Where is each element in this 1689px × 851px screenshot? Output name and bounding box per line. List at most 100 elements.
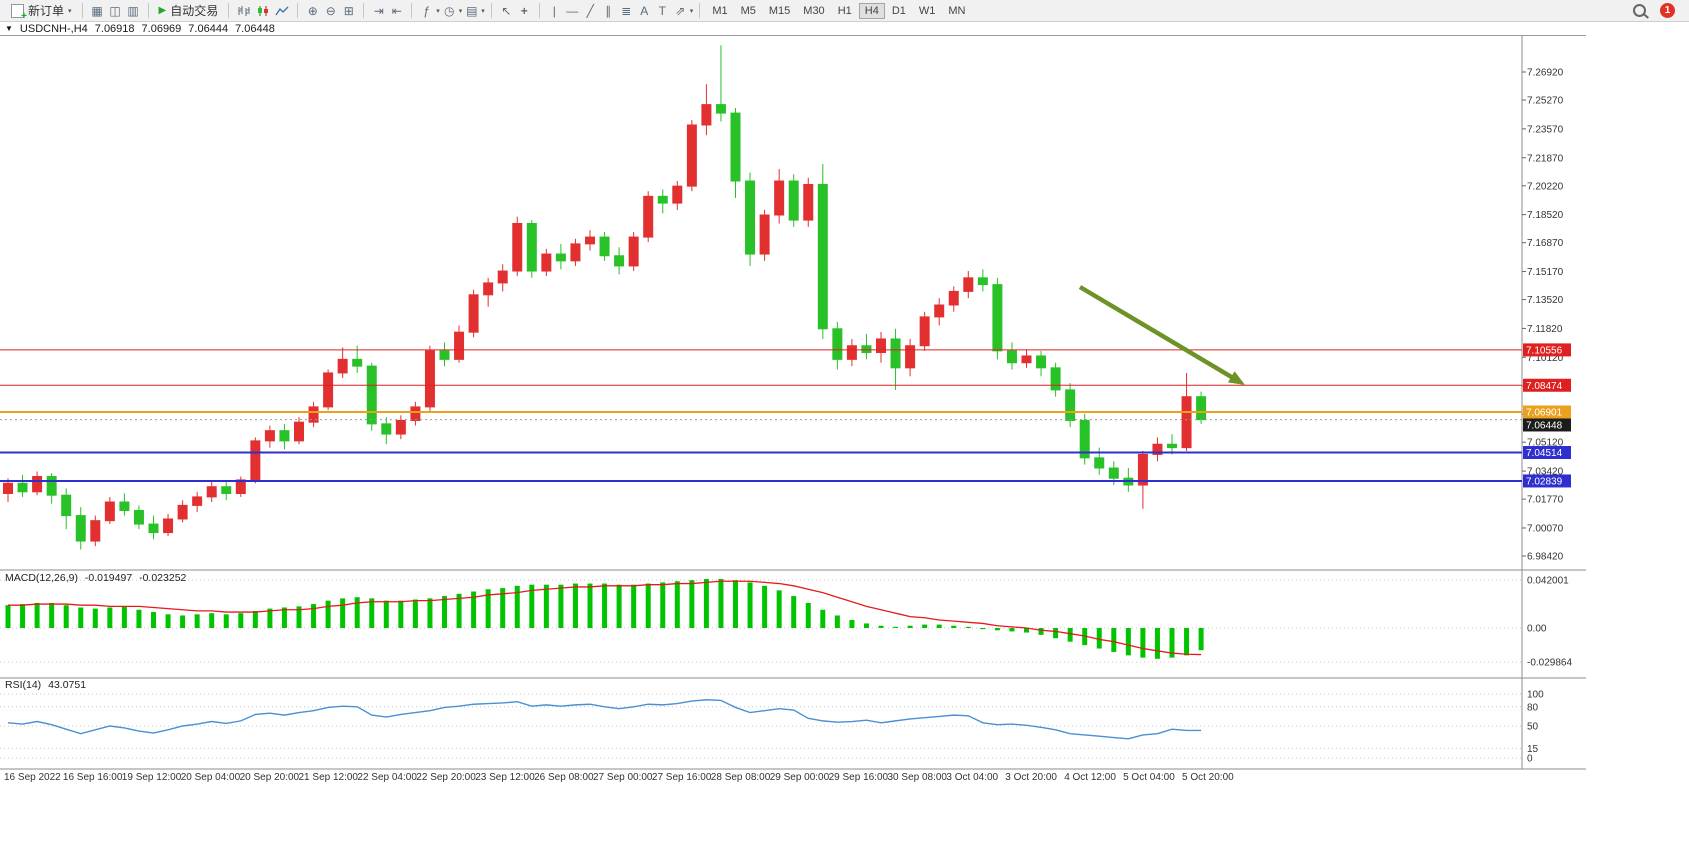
timeframe-m30[interactable]: M30 [803, 4, 825, 17]
line-chart-icon[interactable] [275, 5, 289, 17]
axis-date-label: 27 Sep 16:00 [652, 772, 712, 783]
macd-histogram-bar [616, 584, 622, 628]
text-icon[interactable]: A [640, 3, 649, 18]
indicators-icon[interactable]: ƒ [423, 3, 431, 18]
toolbar-separator [411, 3, 413, 18]
data-window-icon[interactable]: ▥ [127, 3, 139, 18]
macd-histogram-bar [1169, 628, 1175, 658]
macd-histogram-bar [223, 614, 229, 628]
timeframe-h4[interactable]: H4 [858, 2, 885, 19]
axis-date-label: 30 Sep 08:00 [888, 772, 948, 783]
collapse-panel-arrow-icon[interactable]: ▼ [5, 24, 13, 33]
macd-histogram-bar [733, 580, 738, 628]
macd-histogram-bar [340, 598, 346, 628]
axis-date-label: 22 Sep 20:00 [416, 772, 476, 783]
tile-windows-icon[interactable]: ⊞ [343, 3, 354, 18]
chevron-down-icon[interactable]: ▾ [481, 7, 485, 15]
horizontal-line-icon[interactable]: — [566, 3, 579, 18]
chart-shift-icon[interactable]: ⇤ [391, 3, 402, 18]
candle-body [352, 358, 363, 367]
auto-trading-button[interactable]: ▶ 自动交易 [155, 1, 223, 20]
macd-histogram-bar [500, 588, 506, 628]
vertical-line-icon[interactable]: | [552, 3, 556, 18]
price-tag [1523, 474, 1571, 488]
zoom-in-icon[interactable]: ⊕ [307, 3, 318, 18]
trend-arrow[interactable] [1078, 285, 1240, 383]
macd-histogram-bar [252, 610, 258, 628]
candlestick-chart-icon[interactable] [256, 5, 270, 17]
macd-histogram-bar [180, 615, 186, 628]
axis-date-label: 26 Sep 08:00 [534, 772, 594, 783]
timeframe-m15[interactable]: M15 [768, 4, 791, 17]
macd-histogram-bar [834, 615, 840, 628]
charts-icon[interactable]: ▦ [91, 3, 103, 18]
candle-body [1036, 355, 1047, 369]
timeframe-w1[interactable]: W1 [918, 4, 936, 17]
axis-date-label: 23 Sep 12:00 [475, 772, 535, 783]
macd-histogram-bar [427, 598, 433, 628]
macd-histogram-bar [805, 602, 811, 628]
new-order-button[interactable]: 新订单 ▾ [7, 1, 76, 22]
chevron-down-icon[interactable]: ▾ [458, 7, 463, 15]
axis-price-label: 7.01770 [1527, 495, 1564, 506]
timeframe-m1[interactable]: M1 [712, 4, 728, 17]
candle-body [90, 520, 101, 542]
price-tag [1523, 418, 1571, 432]
trendline-icon[interactable]: ╱ [586, 3, 594, 18]
macd-histogram-bar [602, 583, 608, 628]
crosshair-icon[interactable]: + [520, 3, 528, 18]
macd-histogram-bar [674, 581, 680, 628]
macd-histogram-bar [543, 584, 549, 628]
macd-histogram-bar [791, 596, 797, 628]
candle-body [861, 345, 872, 354]
macd-histogram-bar [762, 585, 768, 628]
trend-arrow-head[interactable] [1227, 371, 1245, 385]
auto-scroll-icon[interactable]: ⇥ [373, 3, 384, 18]
fibonacci-icon[interactable]: ≣ [621, 3, 632, 18]
text-label-icon[interactable]: T [658, 3, 666, 18]
zoom-out-icon[interactable]: ⊖ [325, 3, 336, 18]
candle-body [846, 345, 857, 360]
timeframe-h1[interactable]: H1 [837, 4, 852, 17]
chevron-down-icon[interactable]: ▾ [436, 7, 440, 15]
candle-body [177, 504, 188, 520]
search-icon[interactable] [1633, 4, 1646, 17]
toolbar-separator [363, 3, 365, 18]
candle-body [424, 350, 435, 408]
price-tag-label: 7.06448 [1526, 420, 1563, 431]
candle-body [832, 328, 843, 360]
bar-chart-icon[interactable] [237, 5, 251, 17]
candle-body [788, 180, 799, 221]
main-toolbar: 新订单 ▾ ▦ ◫ ▥ ▶ 自动交易 [0, 0, 1689, 22]
candle-body [1108, 467, 1119, 479]
cursor-icon[interactable]: ↖ [501, 3, 512, 18]
candle-body [308, 406, 319, 423]
templates-icon[interactable]: ▤ [466, 3, 478, 18]
timeframe-mn[interactable]: MN [948, 4, 966, 17]
chevron-down-icon[interactable]: ▾ [689, 7, 694, 15]
timeframe-d1[interactable]: D1 [891, 4, 906, 17]
macd-histogram-bar [529, 584, 535, 628]
auto-trading-label: 自动交易 [170, 4, 219, 18]
axis-rsi-label: 50 [1527, 722, 1539, 733]
candle-body [759, 214, 770, 255]
candle-body [32, 476, 43, 493]
macd-histogram-bar [20, 604, 26, 628]
arrows-shapes-icon[interactable]: ⇗ [675, 3, 686, 18]
auto-trading-icon: ▶ [158, 5, 167, 16]
axis-macd-label: 0.042001 [1527, 576, 1569, 587]
macd-histogram-bar [165, 614, 171, 628]
chart-canvas[interactable]: 7.26920 7.25270 7.23570 7.21870 7.20220 7.185… [0, 22, 1586, 788]
macd-histogram-bar [34, 602, 40, 628]
profiles-icon[interactable]: ◫ [109, 3, 121, 18]
candle-body [963, 277, 974, 292]
toolbar-separator [147, 3, 149, 18]
timeframe-m5[interactable]: M5 [740, 4, 756, 17]
candle-body [730, 112, 741, 182]
notification-badge[interactable]: 1 [1660, 3, 1675, 18]
macd-histogram-bar [281, 607, 287, 628]
macd-histogram-bar [1154, 628, 1160, 659]
candle-body [395, 419, 406, 435]
periods-icon[interactable]: ◷ [444, 3, 455, 18]
channel-icon[interactable]: ∥ [605, 3, 612, 18]
